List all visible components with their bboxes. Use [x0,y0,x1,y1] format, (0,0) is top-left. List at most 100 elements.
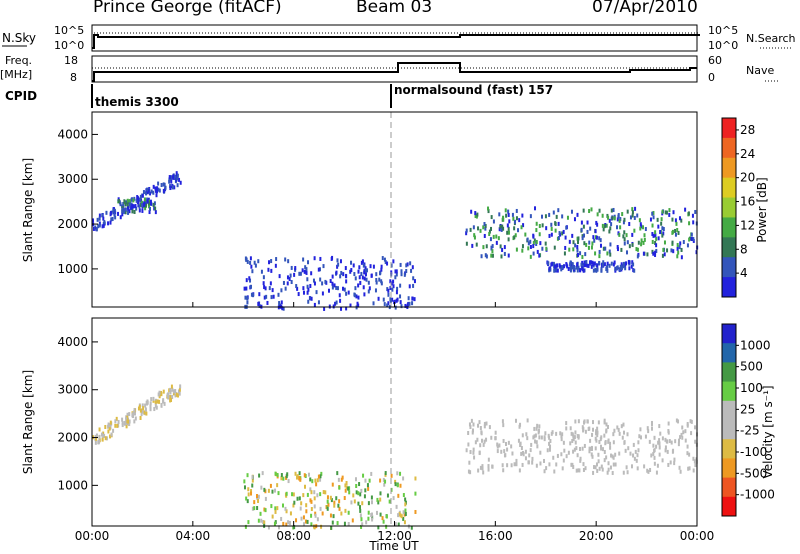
echo-cell [399,262,402,267]
y-tick-label: 4000 [57,127,88,141]
echo-cell [601,263,604,268]
echo-cell [581,266,584,271]
echo-cell [160,183,163,188]
echo-cell [368,286,371,291]
echo-cell [596,430,599,435]
echo-cell [375,280,378,285]
echo-cell [544,241,547,246]
echo-cell [287,520,290,525]
echo-cell [324,490,327,495]
echo-cell [487,467,490,472]
echo-cell [617,214,620,219]
echo-cell [339,274,342,279]
echo-cell [243,286,246,291]
echo-cell [609,252,612,257]
echo-cell [331,285,334,290]
echo-cell [518,424,521,429]
echo-cell [596,263,599,268]
echo-cell [319,474,322,479]
echo-cell [298,471,301,476]
echo-cell [642,225,645,230]
echo-cell [176,176,179,181]
echo-cell [552,261,555,266]
echo-cell [610,222,613,227]
echo-cell [153,201,156,206]
echo-cell [280,476,283,481]
echo-cell [532,435,535,440]
echo-cell [338,506,341,511]
echo-cell [616,245,619,250]
echo-cell [583,241,586,246]
echo-cell [310,513,313,518]
echo-cell [686,444,689,449]
freq-line [92,62,697,82]
echo-cell [504,442,507,447]
echo-cell [582,420,585,425]
echo-cell [574,419,577,424]
echo-cell [695,457,698,462]
echo-cell [139,194,142,199]
echo-cell [276,483,279,488]
echo-cell [149,404,152,409]
echo-cell [394,482,397,487]
echo-cell [262,275,265,280]
echo-cell [287,259,290,264]
echo-cell [104,436,107,441]
echo-cell [469,450,472,455]
echo-cell [600,268,603,273]
echo-cell [619,225,622,230]
echo-cell [598,249,601,254]
colorbar-tick-label: 12 [740,218,755,232]
echo-cell [287,479,290,484]
echo-cell [408,301,411,306]
echo-cell [485,421,488,426]
echo-cell [357,283,360,288]
echo-cell [358,505,361,510]
echo-cell [350,500,353,505]
echo-cell [532,233,535,238]
echo-cell [569,426,572,431]
echo-cell [674,439,677,444]
echo-cell [271,514,274,519]
echo-cell [513,462,516,467]
echo-cell [473,235,476,240]
echo-cell [544,431,547,436]
echo-cell [471,430,474,435]
echo-cell [98,223,101,228]
echo-cell [610,208,613,213]
echo-cell [603,449,606,454]
echo-cell [361,259,364,264]
echo-cell [104,424,107,429]
echo-cell [251,478,254,483]
echo-cell [638,218,641,223]
echo-cell [354,286,357,291]
echo-cell [389,279,392,284]
echo-cell [364,488,367,493]
echo-cell [280,300,283,305]
echo-cell [269,483,272,488]
echo-cell [602,260,605,265]
echo-cell [629,215,632,220]
echo-cell [405,269,408,274]
echo-cell [322,490,325,495]
echo-cell [163,401,166,406]
echo-cell [370,273,373,278]
echo-cell [154,400,157,405]
echo-cell [148,210,151,215]
echo-cell [618,267,621,272]
echo-cell [387,301,390,306]
echo-cell [598,440,601,445]
echo-cell [669,460,672,465]
echo-cell [131,209,134,214]
echo-cell [162,188,165,193]
echo-cell [644,227,647,232]
echo-cell [650,453,653,458]
echo-cell [478,450,481,455]
echo-cell [596,222,599,227]
echo-cell [603,433,606,438]
echo-cell [149,201,152,206]
echo-cell [535,426,538,431]
echo-cell [98,216,101,221]
echo-cell [527,241,530,246]
